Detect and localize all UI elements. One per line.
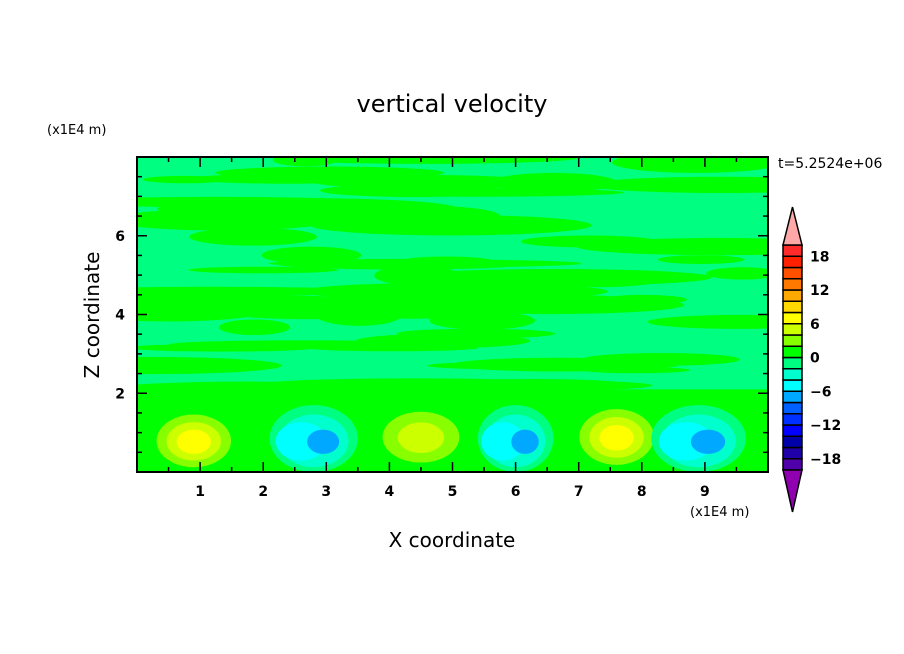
- colorbar-under-arrow: [782, 469, 803, 513]
- colorbar-over-arrow: [782, 206, 803, 246]
- colorbar-label: 12: [810, 283, 829, 299]
- contour-band: [188, 266, 339, 274]
- contour-band: [268, 259, 582, 268]
- chart-title: vertical velocity: [357, 90, 548, 118]
- contour-band: [581, 353, 741, 366]
- colorbar-label: 6: [810, 317, 820, 333]
- contour-band: [706, 267, 768, 280]
- colorbar-label: −6: [810, 384, 831, 400]
- contour-band: [137, 196, 372, 208]
- colorbar-box: [782, 255, 803, 269]
- colorbar-box: [782, 379, 803, 392]
- colorbar: 18 12 6 0 −6 −12 −18: [782, 206, 841, 513]
- y-tick-label: 2: [115, 386, 125, 402]
- contour-band: [586, 176, 768, 193]
- updraft-contour: [397, 422, 445, 454]
- x-axis-label: X coordinate: [389, 528, 516, 552]
- contour-band: [600, 294, 687, 305]
- colorbar-box: [782, 289, 803, 302]
- colorbar-label: −12: [810, 418, 841, 434]
- x-unit-label: (x1E4 m): [690, 505, 749, 520]
- downdraft-contour: [307, 429, 340, 454]
- contour-band: [137, 209, 335, 231]
- x-tick-label: 1: [195, 484, 205, 500]
- colorbar-box: [782, 345, 803, 359]
- contour-band: [235, 310, 388, 320]
- colorbar-box: [782, 401, 803, 415]
- colorbar-label: 0: [810, 351, 820, 367]
- y-tick-label: 4: [115, 308, 125, 324]
- contour-band: [137, 299, 266, 322]
- contour-band: [396, 328, 556, 339]
- x-tick-label: 3: [321, 484, 331, 500]
- colorbar-box: [782, 311, 803, 325]
- contour-band: [300, 282, 608, 301]
- downdraft-contour: [511, 429, 539, 454]
- contour-band: [612, 157, 768, 173]
- contour-band: [381, 157, 581, 162]
- colorbar-box: [782, 446, 803, 460]
- colorbar-box: [782, 300, 803, 314]
- contour-band: [137, 356, 282, 375]
- axis-ticks: 1 2 3 4 5 6 7 8 9 2 4 6: [115, 157, 768, 500]
- contour-band: [261, 246, 362, 264]
- y-tick-label: 6: [115, 229, 125, 245]
- x-tick-label: 9: [700, 484, 710, 500]
- contour-band: [306, 344, 479, 352]
- contour-band: [535, 271, 663, 288]
- contour-band: [189, 227, 317, 246]
- downdraft-contour: [481, 422, 525, 461]
- colorbar-box: [782, 244, 803, 257]
- x-tick-label: 2: [258, 484, 268, 500]
- colorbar-box: [782, 334, 803, 347]
- x-tick-label: 7: [574, 484, 584, 500]
- colorbar-box: [782, 356, 803, 370]
- updraft-contour: [599, 424, 634, 451]
- contour-band: [657, 255, 745, 264]
- contour-field: [137, 157, 768, 472]
- colorbar-box: [782, 368, 803, 381]
- contour-band: [218, 319, 291, 336]
- colorbar-box: [782, 458, 803, 471]
- colorbar-box: [782, 435, 803, 449]
- contour-band: [310, 214, 592, 236]
- downdraft-contour: [690, 429, 726, 454]
- colorbar-box: [782, 266, 803, 280]
- contour-band: [490, 172, 618, 193]
- colorbar-label: 18: [810, 249, 829, 265]
- contour-band: [647, 314, 768, 329]
- colorbar-box: [782, 323, 803, 336]
- contour-band: [215, 166, 445, 179]
- colorbar-box: [782, 278, 803, 291]
- colorbar-box: [782, 424, 803, 437]
- colorbar-label: −18: [810, 452, 841, 468]
- time-label: t=5.2524e+06: [778, 156, 882, 172]
- contour-band: [142, 175, 229, 184]
- contour-band: [666, 243, 768, 255]
- y-axis-label: Z coordinate: [80, 252, 104, 379]
- contour-band: [327, 188, 625, 197]
- colorbar-box: [782, 413, 803, 426]
- updraft-contour: [176, 429, 211, 454]
- x-tick-label: 4: [385, 484, 395, 500]
- x-tick-label: 5: [448, 484, 458, 500]
- x-tick-label: 6: [511, 484, 521, 500]
- x-tick-label: 8: [637, 484, 647, 500]
- y-unit-label: (x1E4 m): [47, 123, 106, 138]
- colorbar-box: [782, 390, 803, 404]
